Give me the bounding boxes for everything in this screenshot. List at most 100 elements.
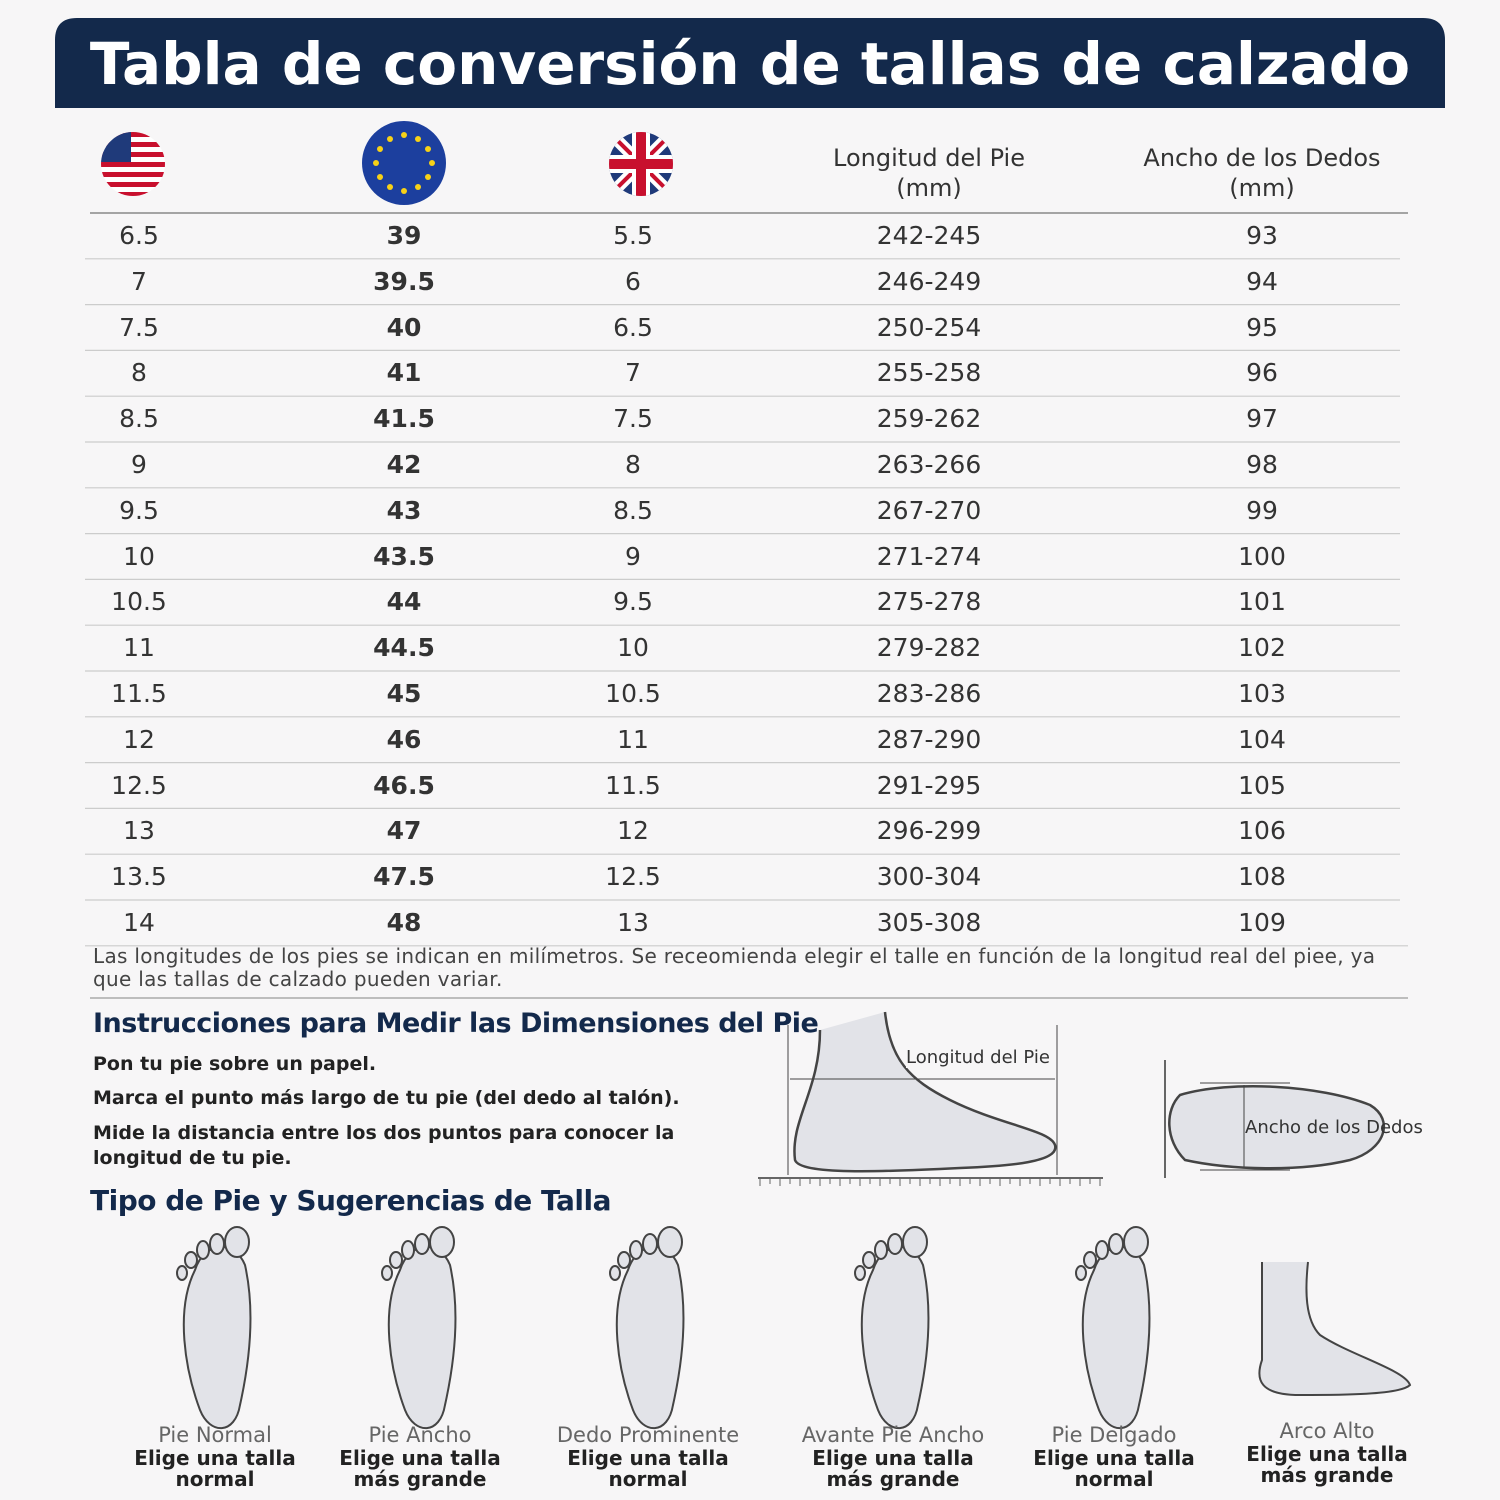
- table-cell: 105: [1238, 770, 1286, 800]
- column-header: Longitud del Pie (mm): [833, 144, 1025, 202]
- eu-flag: [362, 121, 446, 205]
- table-cell: 8.5: [613, 495, 653, 525]
- note: Las longitudes de los pies se indican en…: [93, 944, 1376, 991]
- foot-type-suggestion: Elige una talla normal: [567, 1446, 729, 1491]
- table-cell: 14: [123, 908, 155, 937]
- table-cell: 13: [123, 816, 155, 846]
- side-foot-diagram: [758, 1011, 1103, 1186]
- foot-type-suggestion: Elige una talla más grande: [339, 1446, 501, 1491]
- table-cell: 41.5: [373, 404, 435, 434]
- table-cell: 283-286: [876, 679, 982, 708]
- table-cell: 96: [1246, 358, 1278, 388]
- table-cell: 267-270: [876, 495, 982, 525]
- step: Marca el punto más largo de tu pie (del …: [93, 1087, 680, 1109]
- width-label: Ancho de los Dedos: [1245, 1117, 1423, 1138]
- table-cell: 100: [1238, 541, 1286, 571]
- table-cell: 98: [1246, 450, 1278, 479]
- table-cell: 259-262: [876, 404, 982, 434]
- table-cell: 46.5: [373, 770, 435, 800]
- table-cell: 12: [617, 816, 649, 846]
- length-label: Longitud del Pie: [906, 1047, 1050, 1068]
- table-cell: 99: [1246, 495, 1278, 525]
- table-cell: 44.5: [373, 633, 435, 663]
- table-cell: 8: [625, 450, 641, 479]
- table-cell: 250-254: [876, 312, 982, 342]
- table-cell: 11: [617, 724, 649, 754]
- table-cell: 47: [386, 816, 422, 846]
- table-cell: 94: [1246, 266, 1278, 296]
- table-cell: 279-282: [876, 633, 982, 663]
- us-flag: [101, 132, 165, 196]
- section-title: Tipo de Pie y Sugerencias de Talla: [90, 1184, 612, 1217]
- table-cell: 43: [386, 495, 422, 525]
- foot-icons: [176, 1226, 1412, 1430]
- foot-type-name: Dedo Prominente: [556, 1423, 740, 1447]
- table-cell: 93: [1246, 221, 1278, 250]
- table-cell: 101: [1238, 587, 1286, 617]
- table-cell: 305-308: [876, 908, 982, 937]
- table-cell: 48: [386, 908, 422, 937]
- foot-type-suggestion: Elige una talla más grande: [1246, 1442, 1408, 1487]
- table-cell: 9: [625, 541, 641, 571]
- table-cell: 263-266: [876, 450, 982, 479]
- table-cell: 5.5: [613, 221, 653, 250]
- table-cell: 287-290: [876, 724, 982, 754]
- table-cell: 10.5: [605, 679, 661, 708]
- table-cell: 6.5: [613, 312, 653, 342]
- table-cell: 102: [1238, 633, 1286, 663]
- top-foot-diagram: [1164, 1060, 1386, 1178]
- table-cell: 11: [123, 633, 155, 663]
- foot-type-name: Pie Delgado: [1051, 1423, 1177, 1447]
- table-cell: 11.5: [605, 770, 661, 800]
- foot-type-name: Pie Ancho: [368, 1423, 472, 1447]
- table-cell: 300-304: [876, 862, 982, 892]
- table-cell: 13.5: [111, 862, 167, 892]
- table-cell: 10.5: [111, 587, 167, 617]
- table-cell: 97: [1246, 404, 1278, 434]
- table-cell: 8.5: [119, 404, 159, 434]
- foot-type-name: Arco Alto: [1279, 1419, 1375, 1443]
- step: Pon tu pie sobre un papel.: [93, 1053, 377, 1075]
- table-cell: 255-258: [876, 358, 982, 388]
- table-cell: 43.5: [373, 541, 435, 571]
- foot-type-suggestion: Elige una talla normal: [1033, 1446, 1195, 1491]
- table-cell: 6.5: [119, 221, 159, 250]
- table-cell: 106: [1238, 816, 1286, 846]
- table-cell: 11.5: [111, 679, 167, 708]
- table-cell: 271-274: [876, 541, 982, 571]
- table-cell: 44: [386, 587, 422, 617]
- title-bar: [55, 18, 1445, 108]
- section-title: Instrucciones para Medir las Dimensiones…: [93, 1008, 819, 1039]
- table-cell: 9.5: [119, 495, 159, 525]
- table-cell: 7.5: [613, 404, 653, 434]
- table-cell: 12.5: [605, 862, 661, 892]
- table-cell: 291-295: [876, 770, 982, 800]
- table-cell: 104: [1238, 724, 1286, 754]
- table-cell: 242-245: [876, 221, 982, 250]
- table-cell: 42: [386, 450, 422, 479]
- uk-flag: [609, 132, 673, 196]
- table-cell: 108: [1238, 862, 1286, 892]
- foot-type-name: Avante Pie Ancho: [801, 1423, 985, 1447]
- table-cell: 45: [386, 679, 422, 708]
- foot-type-suggestion: Elige una talla más grande: [812, 1446, 974, 1491]
- table-cell: 275-278: [876, 587, 982, 617]
- foot-type-suggestion: Elige una talla normal: [134, 1446, 296, 1491]
- table-cell: 6: [625, 266, 641, 296]
- table-cell: 8: [131, 358, 147, 388]
- table-cell: 39.5: [373, 266, 435, 296]
- table-cell: 47.5: [373, 862, 435, 892]
- step: Mide la distancia entre los dos puntos p…: [93, 1122, 675, 1169]
- table-cell: 10: [617, 633, 649, 663]
- table-cell: 41: [386, 358, 422, 388]
- foot-type-name: Pie Normal: [158, 1423, 272, 1447]
- table-cell: 7: [625, 358, 641, 388]
- table-cell: 13: [617, 908, 649, 937]
- title: Tabla de conversión de tallas de calzado: [89, 30, 1411, 98]
- table-cell: 39: [386, 221, 422, 250]
- column-header: Ancho de los Dedos (mm): [1143, 144, 1381, 202]
- table-cell: 9.5: [613, 587, 653, 617]
- table-cell: 10: [123, 541, 155, 571]
